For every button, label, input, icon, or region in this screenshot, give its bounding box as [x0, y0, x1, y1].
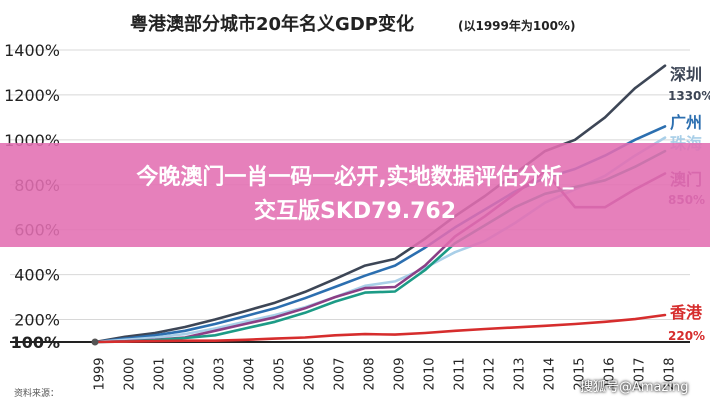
x-tick-label: 2001: [153, 357, 168, 390]
series-line: [93, 313, 667, 344]
chart-subtitle: (以1999年为100%): [458, 18, 575, 33]
x-tick-label: 2017: [633, 357, 648, 390]
y-tick-label: 1400%: [4, 41, 60, 60]
x-tick-label: 2006: [303, 357, 318, 390]
source-note: 资料来源：: [14, 389, 60, 399]
x-tick-label: 2015: [573, 357, 588, 390]
x-tick-label: 2002: [183, 357, 198, 390]
x-tick-label: 2007: [333, 357, 348, 390]
x-tick-label: 2003: [213, 357, 228, 390]
x-tick-label: 2000: [123, 357, 138, 390]
headline-line-2: 交互版SKD79.762: [253, 199, 457, 224]
x-tick-label: 1999: [93, 357, 108, 390]
headline-line-1: 今晚澳门一肖一码一必开,实地数据评估分析_: [136, 165, 574, 190]
overlay-headline-banner: 今晚澳门一肖一码一必开,实地数据评估分析_ 交互版SKD79.762: [0, 143, 710, 247]
x-tick-label: 2010: [423, 357, 438, 390]
grid-lines: [10, 49, 690, 343]
series-name-label: 深圳: [670, 65, 702, 84]
y-tick-label: 1200%: [4, 86, 60, 105]
y-tick-label: 100%: [11, 333, 60, 352]
x-axis-ticks: 1999 2000 2001 2002 2003 2004 2005 2006 2007 2008…: [93, 357, 678, 390]
series-end-value-label: 220%: [668, 329, 705, 343]
start-marker: [91, 338, 99, 346]
series-name-label: 香港: [669, 303, 703, 322]
series-name-label: 广州: [670, 113, 702, 132]
x-tick-label: 2009: [393, 357, 408, 390]
chart-title: 粤港澳部分城市20年名义GDP变化: [130, 13, 414, 35]
x-tick-label: 2014: [543, 357, 558, 390]
x-tick-label: 2005: [273, 357, 288, 390]
series-line: [93, 64, 667, 344]
y-tick-label: 400%: [14, 266, 60, 285]
x-tick-label: 2004: [243, 357, 258, 390]
series-end-value-label: 1330%: [668, 89, 710, 103]
sohu-watermark: 搜狐号@Amazing: [580, 380, 689, 395]
x-tick-label: 2018: [663, 357, 678, 390]
x-tick-label: 2013: [513, 357, 528, 390]
x-tick-label: 2011: [453, 357, 468, 390]
x-tick-label: 2008: [363, 357, 378, 390]
x-tick-label: 2016: [603, 357, 618, 390]
x-tick-label: 2012: [483, 357, 498, 390]
y-tick-label: 200%: [14, 311, 60, 330]
